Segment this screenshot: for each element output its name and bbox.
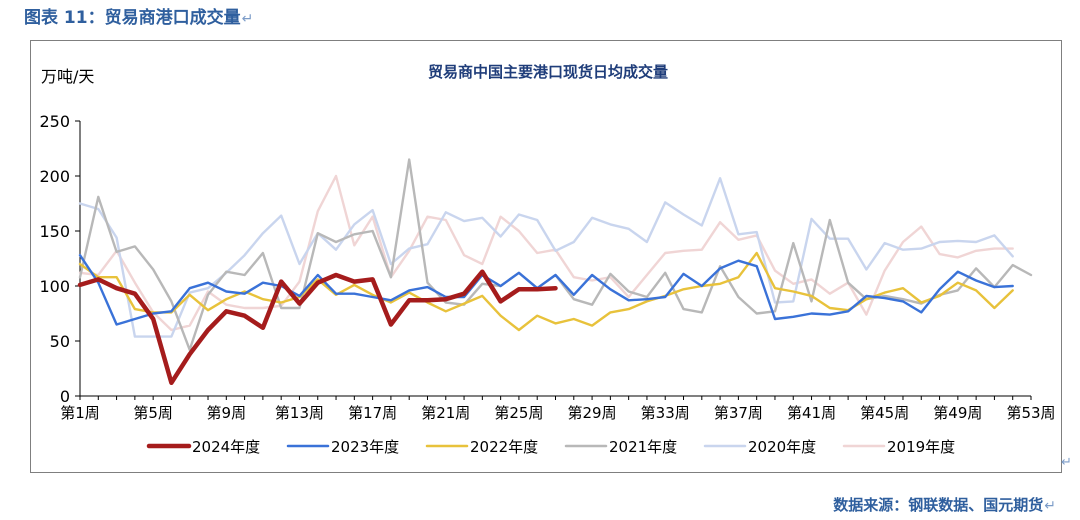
y-tick-label: 100	[39, 277, 70, 296]
figure-caption: 图表 11：贸易商港口成交量↵	[24, 3, 253, 28]
x-tick-label: 第45周	[860, 404, 909, 422]
chart-title: 贸易商中国主要港口现货日均成交量	[428, 63, 668, 81]
y-tick-label: 150	[39, 222, 70, 241]
series-line-2024年度	[77, 269, 558, 386]
legend-label: 2022年度	[470, 438, 538, 456]
x-tick-label: 第49周	[933, 404, 982, 422]
figure-caption-text: 图表 11：贸易商港口成交量	[24, 8, 241, 28]
y-tick-label: 250	[39, 112, 70, 131]
paragraph-mark-icon-source: ↵	[1044, 498, 1056, 514]
y-tick-label: 0	[60, 387, 70, 406]
paragraph-mark-icon: ↵	[241, 11, 254, 27]
legend-label: 2021年度	[609, 438, 677, 456]
x-tick-label: 第21周	[421, 404, 470, 422]
x-tick-label: 第25周	[494, 404, 543, 422]
x-tick-label: 第13周	[275, 404, 324, 422]
y-tick-label: 200	[39, 167, 70, 186]
legend-label: 2023年度	[331, 438, 399, 456]
series-layer	[77, 158, 1033, 386]
chart-frame: 贸易商中国主要港口现货日均成交量 万吨/天 0 50 100 150 200 250 第1周…	[30, 40, 1062, 473]
legend-label: 2024年度	[192, 438, 260, 456]
x-tick-label: 第5周	[133, 404, 173, 422]
x-tick-label: 第9周	[207, 404, 247, 422]
source-note: 数据来源：钢联数据、国元期货↵	[833, 494, 1056, 515]
x-tick-label: 第29周	[568, 404, 617, 422]
chart-svg: 贸易商中国主要港口现货日均成交量 万吨/天 0 50 100 150 200 250 第1周…	[39, 63, 1055, 456]
legend: 2024年度 2023年度 2022年度 2021年度 2020年度 2019年度	[146, 438, 955, 456]
series-line-2019年度	[78, 174, 1014, 332]
legend-label: 2020年度	[748, 438, 816, 456]
x-tick-label: 第37周	[714, 404, 763, 422]
x-tick-label: 第53周	[1006, 404, 1055, 422]
x-tick-label: 第17周	[348, 404, 397, 422]
y-tick-label: 50	[50, 332, 70, 351]
x-tick-label: 第33周	[641, 404, 690, 422]
series-line-2021年度	[78, 158, 1033, 351]
legend-label: 2019年度	[887, 438, 955, 456]
y-axis-label: 万吨/天	[41, 67, 94, 86]
x-tick-label: 第41周	[787, 404, 836, 422]
paragraph-mark-icon-frame: ↵	[1061, 455, 1072, 470]
axes: 0 50 100 150 200 250 第1周 第5周 第9周 第13周 第17周 第21周 第25周…	[39, 112, 1055, 422]
series-line-2023年度	[78, 253, 1014, 326]
series-line-2020年度	[78, 176, 1014, 338]
source-note-text: 数据来源：钢联数据、国元期货	[833, 496, 1044, 514]
x-tick-label: 第1周	[60, 404, 100, 422]
